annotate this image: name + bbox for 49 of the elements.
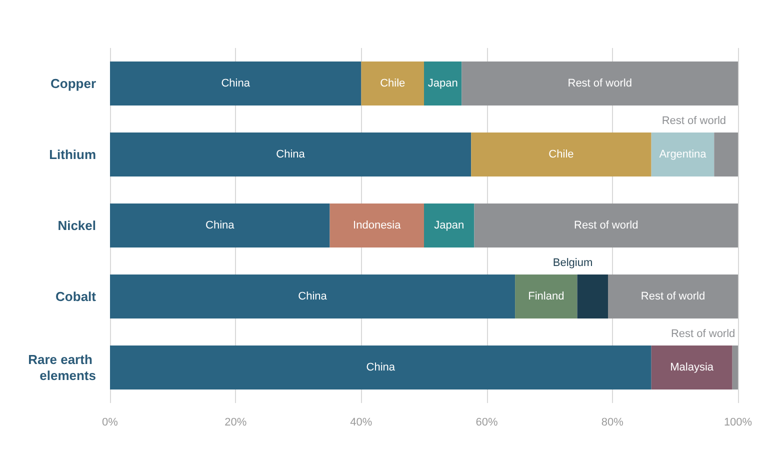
bar bbox=[110, 61, 362, 106]
bar bbox=[462, 61, 738, 106]
text: Rest of world bbox=[568, 78, 632, 90]
x-tick-label: 20% bbox=[224, 416, 247, 428]
y-tick-label: Nickel bbox=[58, 218, 96, 233]
text: China bbox=[366, 362, 396, 374]
text: China bbox=[221, 78, 250, 90]
series-label: Indonesia bbox=[353, 220, 402, 232]
bar bbox=[732, 345, 738, 390]
series-label: Chile bbox=[548, 148, 574, 160]
bar bbox=[651, 132, 714, 177]
series-label: Finland bbox=[528, 290, 564, 302]
text: Chile bbox=[380, 78, 406, 90]
y-tick-label: Cobalt bbox=[56, 289, 97, 304]
y-tick-label: Rare earth elements bbox=[28, 352, 96, 383]
bar bbox=[651, 345, 732, 390]
bar bbox=[110, 132, 472, 177]
bar bbox=[110, 274, 516, 319]
series-label: Malaysia bbox=[670, 362, 714, 374]
text: Rest of world bbox=[574, 220, 638, 232]
x-tick-label: 100% bbox=[724, 416, 752, 428]
bar bbox=[714, 132, 738, 177]
text: Rest of world bbox=[640, 290, 706, 302]
y-tick-label: Copper bbox=[50, 76, 96, 91]
bar bbox=[330, 203, 424, 248]
bar bbox=[471, 132, 652, 177]
series-label: Argentina bbox=[659, 148, 708, 160]
text: Rest of world bbox=[662, 114, 726, 127]
bar bbox=[474, 203, 738, 248]
bar bbox=[424, 203, 474, 248]
bar bbox=[577, 274, 608, 319]
bar bbox=[515, 274, 578, 319]
series-label: Japan bbox=[428, 78, 458, 90]
bar bbox=[110, 203, 330, 248]
bar bbox=[361, 61, 424, 106]
x-tick-label: 80% bbox=[601, 416, 624, 428]
x-tick-label: 40% bbox=[350, 416, 372, 428]
series-label: Rest of world bbox=[670, 328, 736, 340]
series-label: China bbox=[276, 148, 306, 160]
bar bbox=[608, 274, 738, 319]
x-tick-label: 60% bbox=[476, 416, 498, 428]
series-label: Belgium bbox=[552, 256, 593, 269]
text: Japan bbox=[434, 220, 464, 232]
y-tick-label: Lithium bbox=[49, 147, 96, 162]
text: China bbox=[298, 290, 327, 302]
text: China bbox=[206, 220, 234, 232]
bar bbox=[424, 61, 462, 106]
bar bbox=[110, 345, 652, 390]
x-tick-label: 0% bbox=[102, 416, 118, 428]
